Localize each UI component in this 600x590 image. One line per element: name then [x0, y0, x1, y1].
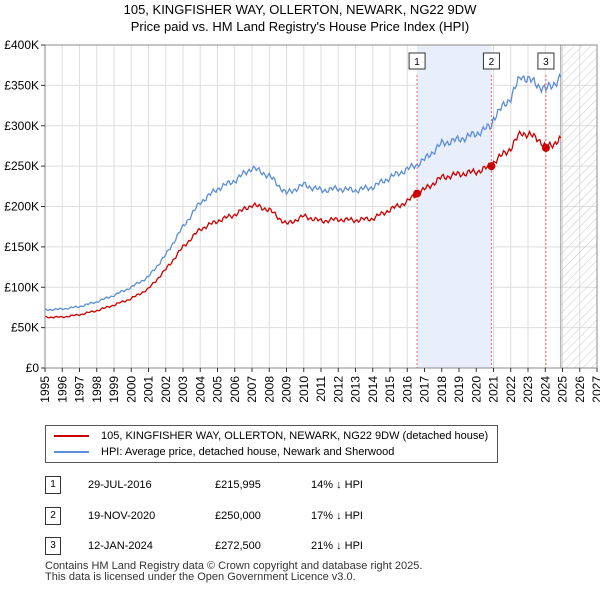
x-tick-label: 2011 [314, 376, 328, 402]
x-tick-label: 2013 [349, 376, 363, 403]
y-tick-label: £400K [4, 38, 39, 52]
x-tick-label: 2014 [366, 376, 380, 403]
x-tick-label: 2020 [469, 376, 483, 403]
x-tick-label: 2018 [435, 376, 449, 403]
table-row: 2 19-NOV-2020 £250,000 17% ↓ HPI [0, 507, 600, 525]
x-tick-label: 2004 [193, 376, 207, 403]
y-tick-label: £0 [26, 361, 40, 375]
x-tick-label: 2022 [504, 376, 518, 403]
x-tick-label: 2027 [590, 376, 600, 403]
sale-label: 2 [489, 57, 495, 68]
x-tick-label: 2023 [521, 376, 535, 403]
x-tick-label: 2026 [573, 376, 587, 403]
x-tick-label: 2021 [487, 376, 501, 403]
y-tick-label: £100K [4, 280, 39, 294]
sale-price: £272,500 [215, 537, 261, 555]
sale-number-badge: 2 [45, 507, 61, 525]
sale-point [487, 162, 495, 170]
x-tick-label: 2000 [124, 376, 138, 403]
x-tick-label: 2001 [142, 376, 156, 403]
x-tick-label: 2005 [211, 376, 225, 403]
x-tick-label: 1995 [38, 376, 52, 403]
future-hatch-region [561, 45, 597, 368]
x-tick-label: 1998 [90, 376, 104, 403]
y-tick-label: £200K [4, 200, 39, 214]
x-tick-label: 2009 [280, 376, 294, 403]
x-tick-label: 2015 [383, 376, 397, 403]
legend-line-red [54, 435, 89, 437]
x-tick-label: 2008 [262, 376, 276, 403]
sale-label: 1 [414, 57, 420, 68]
sale-date: 19-NOV-2020 [88, 507, 155, 525]
table-row: 1 29-JUL-2016 £215,995 14% ↓ HPI [0, 476, 600, 494]
x-tick-label: 2024 [538, 376, 552, 403]
x-tick-label: 1999 [107, 376, 121, 403]
legend-label-price-paid: 105, KINGFISHER WAY, OLLERTON, NEWARK, N… [101, 428, 488, 444]
y-tick-label: £350K [4, 78, 39, 92]
sale-hpi-diff: 14% ↓ HPI [311, 476, 363, 494]
x-tick-label: 2016 [400, 376, 414, 403]
x-tick-label: 2010 [297, 376, 311, 403]
sale-number-badge: 1 [45, 476, 61, 494]
x-tick-label: 2006 [228, 376, 242, 403]
x-tick-label: 1996 [55, 376, 69, 403]
legend-line-blue [54, 451, 89, 453]
x-tick-label: 2012 [331, 376, 345, 403]
sale-number-badge: 3 [45, 537, 61, 555]
x-tick-label: 2002 [159, 376, 173, 403]
footer-copyright: Contains HM Land Registry data © Crown c… [45, 561, 422, 583]
x-tick-label: 2007 [245, 376, 259, 403]
table-row: 3 12-JAN-2024 £272,500 21% ↓ HPI [0, 537, 600, 555]
sale-price: £215,995 [215, 476, 261, 494]
sale-hpi-diff: 17% ↓ HPI [311, 507, 363, 525]
sale-hpi-diff: 21% ↓ HPI [311, 537, 363, 555]
sale-point [542, 144, 550, 152]
highlight-region [417, 45, 491, 368]
x-tick-label: 1997 [73, 376, 87, 403]
sale-date: 12-JAN-2024 [88, 537, 153, 555]
x-tick-label: 2003 [176, 376, 190, 403]
legend-label-hpi: HPI: Average price, detached house, Newa… [101, 444, 394, 460]
x-tick-label: 2017 [418, 376, 432, 403]
x-tick-label: 2025 [556, 376, 570, 403]
y-tick-label: £250K [4, 159, 39, 173]
y-tick-label: £150K [4, 240, 39, 254]
footer-line-2: This data is licensed under the Open Gov… [45, 572, 422, 583]
y-tick-label: £50K [11, 321, 39, 335]
sale-label: 3 [543, 57, 549, 68]
x-tick-label: 2019 [452, 376, 466, 403]
y-tick-label: £300K [4, 119, 39, 133]
sale-price: £250,000 [215, 507, 261, 525]
legend: 105, KINGFISHER WAY, OLLERTON, NEWARK, N… [45, 425, 498, 463]
sale-date: 29-JUL-2016 [88, 476, 152, 494]
sale-point [413, 190, 421, 198]
price-chart: 1 2 3 £0 £50K £100K £150K £200K £250K £300K £350K… [0, 0, 600, 420]
